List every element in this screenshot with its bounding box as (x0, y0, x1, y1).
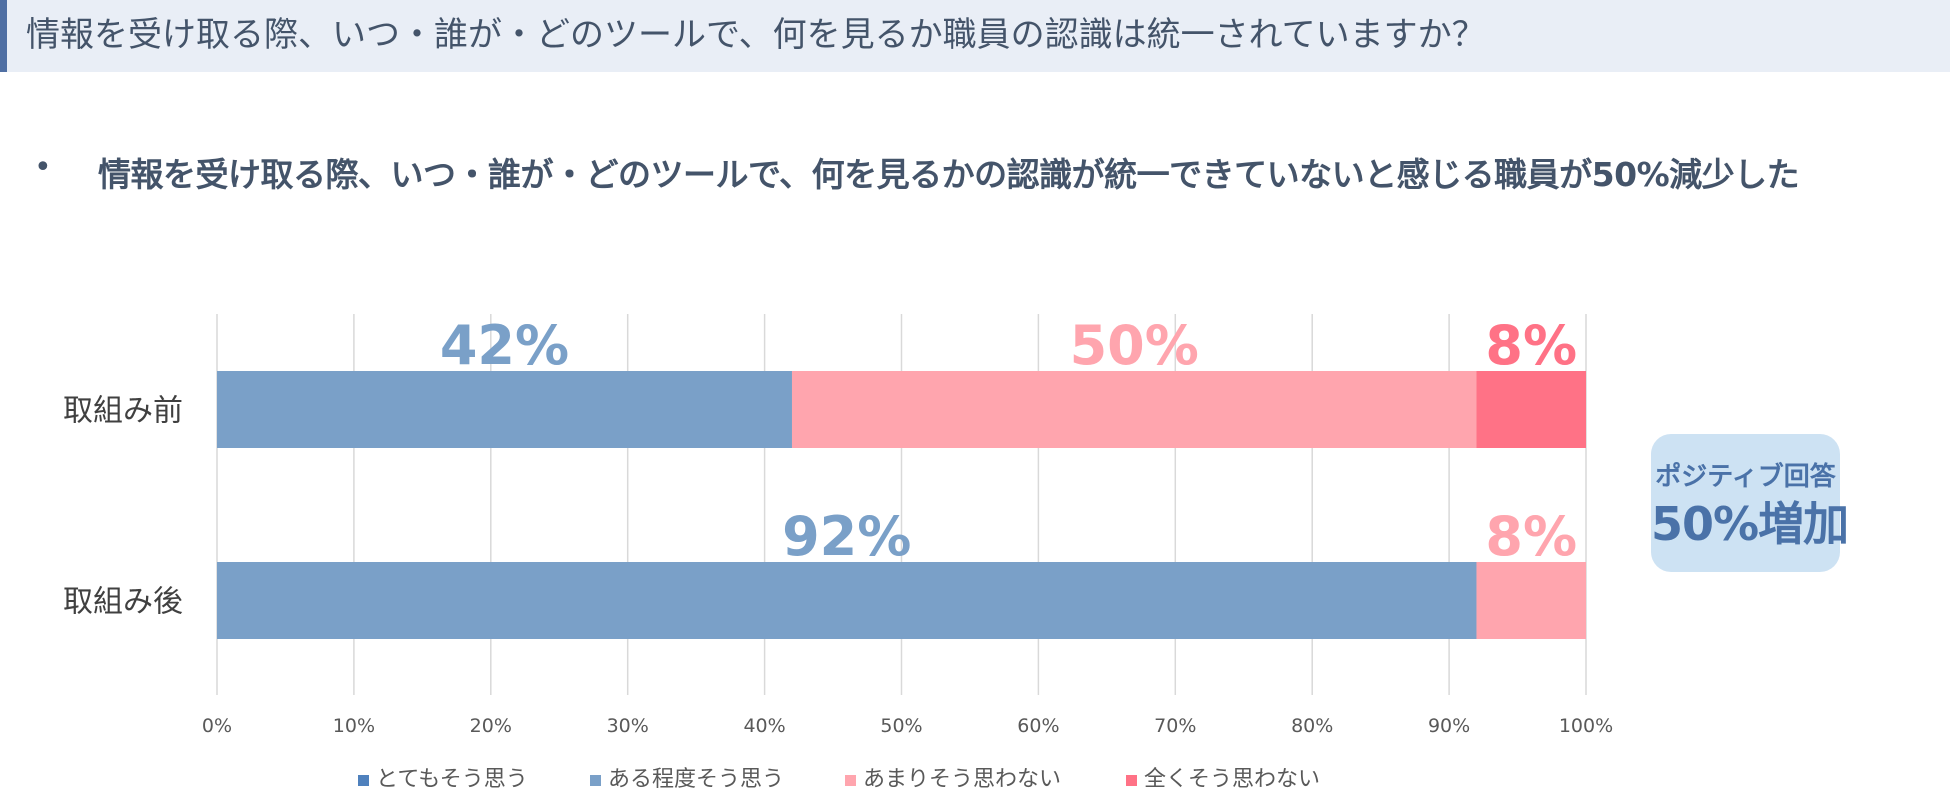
category-label: 取組み後 (63, 585, 183, 620)
legend-swatch (358, 775, 369, 786)
data-label: 50% (1070, 314, 1199, 377)
data-label: 42% (440, 314, 569, 377)
legend-label: 全くそう思わない (1144, 767, 1320, 792)
x-tick-label: 60% (1017, 715, 1059, 737)
positive-answer-badge: ポジティブ回答 50%増加 (1651, 434, 1849, 572)
x-tick-label: 30% (607, 715, 649, 737)
x-tick-label: 90% (1428, 715, 1470, 737)
x-tick-label: 40% (743, 715, 785, 737)
badge-value: 50%増加 (1651, 497, 1849, 551)
bar-segment (1476, 562, 1586, 639)
x-tick-label: 10% (333, 715, 375, 737)
header-accent (0, 0, 7, 72)
legend-label: あまりそう思わない (863, 767, 1061, 792)
legend-label: とてもそう思う (376, 767, 528, 792)
x-tick-label: 80% (1291, 715, 1333, 737)
legend-label: ある程度そう思う (608, 767, 784, 792)
x-tick-label: 100% (1559, 715, 1613, 737)
x-tick-label: 50% (880, 715, 922, 737)
summary-text: 情報を受け取る際、いつ・誰が・どのツールで、何を見るかの認識が統一できていないと… (98, 155, 1800, 194)
bar-segment (791, 371, 1477, 448)
page-title: 情報を受け取る際、いつ・誰が・どのツールで、何を見るか職員の認識は統一されていま… (26, 15, 1486, 55)
data-label: 8% (1485, 505, 1577, 568)
x-tick-label: 20% (470, 715, 512, 737)
category-label: 取組み前 (63, 394, 183, 429)
data-label: 8% (1485, 314, 1577, 377)
x-tick-label: 70% (1154, 715, 1196, 737)
bar-segment (217, 562, 1477, 639)
stacked-bar-chart: 0% 10% 20% 30% 40% 50% 60% 70% 80% 90% 100% 取組み前取組み… (63, 314, 1613, 792)
summary-bullet: • (34, 150, 52, 185)
data-label: 92% (782, 505, 911, 568)
x-tick-label: 0% (202, 715, 232, 737)
legend-swatch (845, 775, 856, 786)
bar-segment (1476, 371, 1586, 448)
badge-label: ポジティブ回答 (1655, 462, 1836, 492)
header-bar: 情報を受け取る際、いつ・誰が・どのツールで、何を見るか職員の認識は統一されていま… (0, 0, 1950, 72)
legend-swatch (590, 775, 601, 786)
legend-swatch (1126, 775, 1137, 786)
bar-segment (217, 371, 792, 448)
